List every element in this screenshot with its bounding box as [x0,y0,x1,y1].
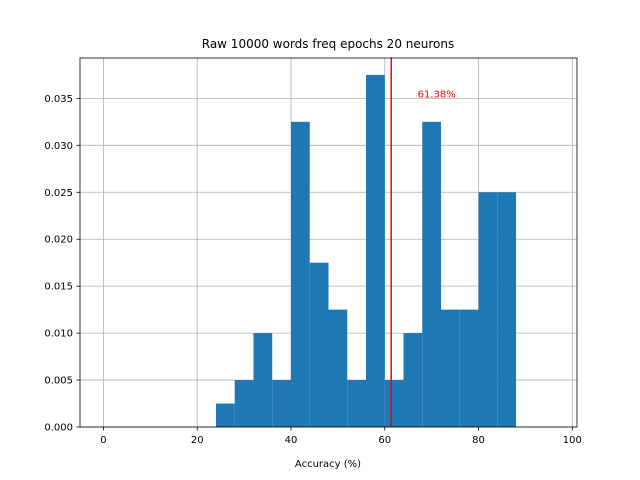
histogram-bar [347,380,367,427]
histogram-bar [215,403,235,427]
mean-label: 61.38% [418,90,456,101]
y-tick-label: 0.015 [44,282,73,293]
histogram-bar [328,309,348,427]
plot-frame [79,57,578,428]
y-tick-label: 0.005 [44,376,73,387]
y-tick-label: 0.020 [44,235,73,246]
x-tick-label: 40 [285,435,298,446]
chart-title: Raw 10000 words freq epochs 20 neurons [202,37,454,51]
x-tick-label: 100 [563,435,582,446]
histogram-bar [459,309,479,427]
mean-annotation: 61.38% [390,58,456,427]
histogram-bar [290,121,310,428]
y-tick-label: 0.025 [44,188,73,199]
histogram-bar [234,380,254,427]
histogram-bar [272,380,291,427]
y-tick-label: 0.000 [44,423,73,434]
histogram-bar [366,74,385,428]
histogram-bar [253,333,273,427]
x-tick-label: 20 [191,435,204,446]
histogram-bar [497,192,517,427]
x-tick-label: 80 [472,435,485,446]
x-axis-ticks: 0 20 40 60 80 100 [100,427,582,446]
histogram-bar [441,309,460,427]
histogram-bar [478,192,498,427]
x-tick-label: 60 [378,435,391,446]
histogram-bar [384,380,404,427]
histogram-bar [422,121,442,428]
x-axis-label: Accuracy (%) [295,459,361,470]
histogram-bar [309,262,329,427]
y-axis-ticks: 0.000 0.005 0.010 0.015 0.020 0.025 0.030 0.035 [44,94,80,434]
x-tick-label: 0 [100,435,106,446]
y-tick-label: 0.030 [44,141,73,152]
y-tick-label: 0.035 [44,94,73,105]
histogram-bar [403,333,423,427]
y-tick-label: 0.010 [44,329,73,340]
histogram-bars [215,74,517,428]
